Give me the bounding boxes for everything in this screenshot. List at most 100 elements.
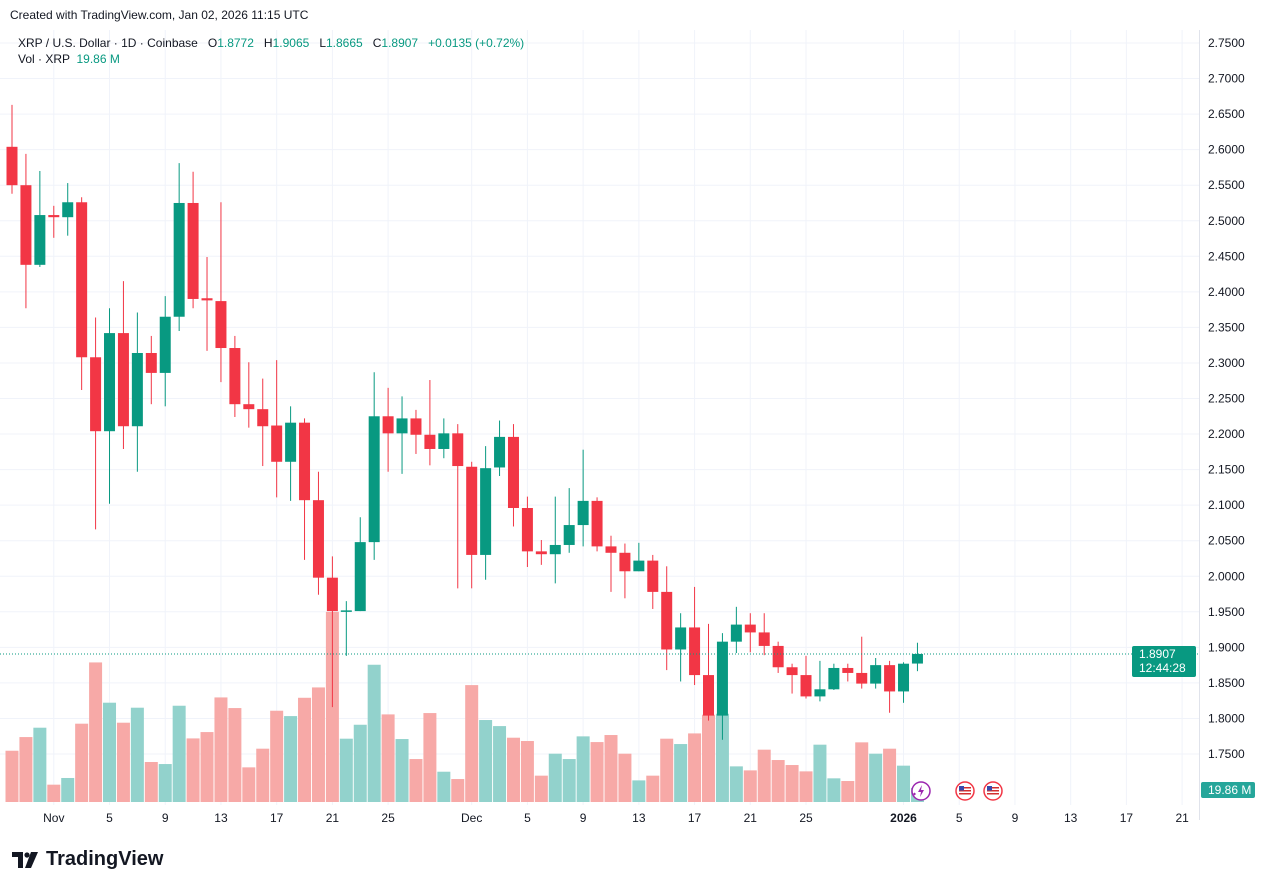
volume-bar [799, 771, 813, 802]
time-tick-label: 21 [744, 811, 758, 825]
candle-body [312, 500, 324, 578]
candle-up [911, 642, 923, 672]
candle-down [229, 335, 241, 417]
open-value: 1.8772 [217, 36, 254, 50]
price-tick-label: 2.0000 [1208, 569, 1245, 583]
price-tick-label: 2.7500 [1208, 36, 1245, 50]
candle-down [689, 586, 701, 686]
volume-bar [702, 714, 715, 802]
last-price-label: 1.8907 12:44:28 [1132, 645, 1196, 677]
volume-bar [423, 713, 437, 802]
volume-bar [841, 781, 855, 802]
candle-body [6, 146, 18, 186]
volume-bar [186, 738, 200, 802]
candle-down [257, 378, 269, 467]
volume-bar [632, 780, 646, 802]
volume-bar [367, 664, 381, 802]
candle-body [466, 466, 478, 555]
candle-body [243, 404, 255, 410]
time-tick-label: Dec [461, 811, 482, 825]
candle-down [661, 566, 673, 671]
candle-body [34, 215, 46, 265]
candle-down [466, 461, 478, 589]
candle-body [703, 675, 714, 716]
candle-up [549, 496, 561, 584]
time-tick-label: 25 [799, 811, 813, 825]
price-tick-label: 2.6500 [1208, 107, 1245, 121]
candle-body [563, 525, 575, 545]
volume-bar [757, 749, 771, 802]
time-tick-label: 21 [1175, 811, 1189, 825]
volume-bar [381, 714, 395, 802]
time-tick-label: 5 [956, 811, 963, 825]
volume-bar [715, 713, 729, 802]
candle-down [145, 335, 157, 405]
price-tick-label: 2.2000 [1208, 427, 1245, 441]
volume-bar [256, 748, 270, 802]
tradingview-logo-icon [12, 851, 38, 868]
volume-label[interactable]: Vol · XRP [18, 52, 70, 66]
candle-up [563, 488, 575, 553]
tradingview-logo-text: TradingView [46, 848, 164, 870]
candle-up [480, 446, 492, 580]
time-tick-label: 17 [1120, 811, 1134, 825]
candle-up [814, 660, 826, 702]
low-value: 1.8665 [326, 36, 363, 50]
volume-bar [897, 765, 911, 802]
candle-body [689, 627, 701, 676]
candle-up [828, 663, 840, 691]
price-tick-label: 2.4000 [1208, 285, 1245, 299]
volume-bar [827, 778, 841, 802]
event-markers[interactable] [911, 781, 1003, 801]
us-flag-icon[interactable] [983, 781, 1003, 801]
volume-bar [395, 739, 409, 802]
candle-down [521, 496, 533, 568]
time-axis[interactable]: Nov 5 9 13 17 21 25 Dec 5 9 13 17 21 25 2026 5 9 13 17 21 [43, 811, 1189, 825]
price-tick-label: 1.7500 [1208, 747, 1245, 761]
price-axis-border [1199, 30, 1200, 820]
symbol-description[interactable]: XRP / U.S. Dollar · 1D · Coinbase [18, 36, 198, 50]
volume-bar [61, 777, 75, 802]
candle-up [438, 418, 450, 459]
candle-body [758, 632, 770, 646]
bar-countdown: 12:44:28 [1139, 661, 1186, 675]
candle-body [104, 333, 116, 432]
volume-bar [284, 716, 298, 802]
open-label: O [207, 36, 218, 50]
volume-bar [590, 742, 604, 802]
price-tick-label: 2.1000 [1208, 498, 1245, 512]
candle-body [856, 672, 868, 684]
volume-bar [33, 727, 47, 802]
candle-up [285, 406, 297, 501]
time-tick-label: Nov [43, 811, 64, 825]
volume-bar [103, 702, 117, 802]
candle-body [898, 663, 910, 692]
volume-bar [688, 733, 702, 802]
candle-down [312, 471, 324, 595]
candle-down [271, 360, 283, 498]
volume-bar [883, 748, 897, 802]
volume-bar [172, 705, 186, 802]
price-axis[interactable]: 2.7500 2.7000 2.6500 2.6000 2.5500 2.5000 2.45… [1208, 36, 1245, 761]
candle-body [800, 675, 812, 697]
candle-up [730, 606, 742, 654]
close-label: C [372, 36, 382, 50]
volume-bar [465, 685, 479, 802]
candle-body [201, 298, 213, 301]
candle-body [187, 202, 199, 299]
volume-bar [228, 708, 242, 802]
candle-down [326, 556, 338, 708]
lightning-sparkle-icon[interactable] [911, 781, 931, 801]
candle-up [368, 372, 380, 560]
candle-down [619, 543, 631, 599]
volume-bar [785, 765, 799, 802]
price-tick-label: 2.3000 [1208, 356, 1245, 370]
us-flag-icon[interactable] [955, 781, 975, 801]
candle-body [215, 301, 227, 349]
price-tick-label: 2.6000 [1208, 143, 1245, 157]
candle-up [104, 308, 116, 504]
volume-bar [604, 735, 618, 802]
candle-down [800, 655, 812, 699]
tradingview-logo[interactable]: TradingView [12, 848, 163, 871]
